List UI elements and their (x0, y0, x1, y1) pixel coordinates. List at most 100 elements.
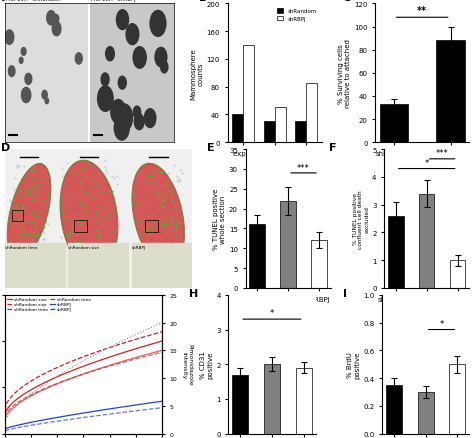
Point (174, 175, 182, 182)
Point (73, 216, 81, 223)
Point (16, 246, 23, 253)
Point (65, 187, 73, 194)
Point (70, 246, 77, 253)
Point (17, 187, 24, 194)
Bar (68, 244, 128, 288)
Point (159, 198, 167, 205)
Point (20, 163, 28, 170)
Point (102, 158, 109, 165)
Point (39, 236, 47, 243)
Point (11, 176, 19, 183)
Point (78, 216, 86, 223)
shRandom time (146, 333, 152, 338)
Point (147, 173, 155, 180)
Point (113, 181, 121, 188)
Point (62, 172, 70, 179)
Bar (449, 364, 465, 434)
Point (145, 161, 153, 168)
Point (95, 202, 102, 209)
Point (24, 232, 31, 239)
Point (28, 245, 36, 252)
Point (173, 219, 181, 226)
Text: E: E (207, 143, 215, 153)
Point (11, 200, 18, 207)
Point (38, 191, 46, 198)
Point (165, 234, 173, 241)
Circle shape (145, 110, 156, 128)
Point (21, 197, 28, 204)
Point (31, 192, 39, 199)
Point (158, 166, 165, 173)
Point (58, 166, 66, 173)
Point (75, 255, 83, 262)
Circle shape (155, 48, 167, 67)
Point (41, 162, 48, 170)
Point (104, 242, 112, 249)
Point (158, 204, 165, 211)
Point (101, 258, 109, 265)
Y-axis label: Mammosphere
counts: Mammosphere counts (191, 48, 204, 99)
Point (37, 160, 45, 167)
Point (132, 215, 140, 223)
Point (57, 209, 65, 216)
Point (68, 231, 75, 238)
Point (101, 164, 109, 171)
Point (82, 189, 90, 196)
Point (158, 222, 166, 229)
Point (37, 206, 45, 213)
Point (94, 247, 102, 254)
Point (82, 208, 89, 215)
Point (178, 170, 185, 177)
Point (16, 194, 24, 201)
Point (29, 232, 37, 239)
Point (143, 180, 151, 187)
Bar (132, 244, 192, 288)
Bar (232, 375, 248, 434)
Point (164, 170, 172, 177)
Point (137, 244, 145, 251)
Point (34, 205, 41, 212)
Text: I: I (343, 288, 346, 298)
Point (98, 236, 106, 243)
Point (28, 208, 36, 215)
Point (35, 181, 42, 188)
Point (75, 245, 83, 252)
Line: shRandom size: shRandom size (5, 341, 162, 415)
Point (73, 203, 81, 210)
Point (65, 233, 73, 240)
Point (36, 205, 44, 212)
shRandom size (146, 343, 152, 348)
Point (172, 222, 180, 229)
Point (74, 238, 82, 245)
Point (159, 169, 167, 176)
Point (152, 265, 160, 272)
Point (102, 167, 110, 174)
Point (95, 231, 103, 238)
Bar (12, 211, 23, 222)
Circle shape (111, 100, 126, 124)
Point (135, 183, 142, 190)
Point (29, 197, 37, 204)
Point (177, 202, 184, 209)
Circle shape (54, 15, 59, 23)
Point (36, 224, 44, 231)
Point (147, 230, 155, 237)
Point (88, 169, 95, 176)
Point (160, 220, 168, 227)
Text: A: A (0, 0, 5, 3)
Point (27, 219, 35, 226)
Circle shape (25, 74, 32, 85)
Circle shape (150, 11, 166, 37)
Point (107, 210, 114, 217)
Point (113, 173, 120, 180)
Point (13, 198, 21, 205)
Point (10, 207, 18, 214)
Text: *: * (439, 319, 444, 328)
Point (149, 197, 157, 204)
Point (156, 229, 164, 236)
Text: ***: *** (436, 149, 448, 158)
Text: **: ** (417, 6, 427, 16)
Point (77, 264, 84, 271)
Point (39, 227, 46, 234)
Point (21, 191, 28, 198)
